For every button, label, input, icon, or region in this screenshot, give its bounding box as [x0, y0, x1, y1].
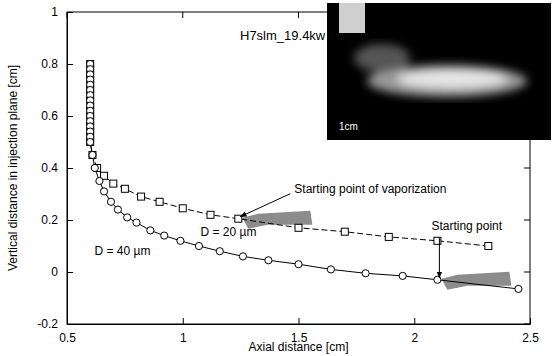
series-label: D = 40 µm — [95, 244, 151, 258]
x-axis-line — [68, 324, 531, 325]
y-tick-mark — [67, 272, 73, 273]
annotation-arrow — [240, 194, 290, 217]
data-point — [399, 272, 406, 279]
x-tick-label: 0.5 — [59, 331, 76, 345]
chart-title: H7slm_19.4kw — [240, 28, 326, 43]
data-point — [133, 219, 140, 226]
vaporization-regions — [242, 211, 511, 290]
data-point — [177, 237, 184, 244]
y-tick-mark — [67, 64, 73, 65]
series-label: D = 20 µm — [201, 225, 257, 239]
data-point — [107, 198, 114, 205]
data-point — [96, 177, 103, 184]
data-point — [156, 198, 163, 205]
y-tick-mark-right — [524, 220, 530, 221]
y-tick: 0.4 — [41, 161, 73, 175]
x-tick-mark — [299, 318, 300, 324]
y-tick: 0.6 — [41, 109, 73, 123]
data-point — [89, 151, 96, 158]
x-tick-mark-top — [298, 12, 299, 18]
plume-spray — [354, 44, 410, 72]
y-tick-mark-right — [524, 168, 530, 169]
annotation-arrow — [439, 238, 440, 278]
y-tick-mark-right — [524, 324, 530, 325]
data-point — [179, 205, 186, 212]
y-tick-label: 0.4 — [41, 161, 58, 175]
y-tick-mark — [67, 168, 73, 169]
x-tick-mark-top — [182, 12, 183, 18]
data-point — [147, 227, 154, 234]
y-tick: -0.2 — [37, 317, 73, 331]
y-tick-label: 0 — [51, 265, 58, 279]
data-point — [100, 188, 107, 195]
data-point — [138, 193, 145, 200]
x-tick: 1 — [180, 318, 187, 345]
data-point — [207, 211, 214, 218]
y-tick-label: -0.2 — [37, 317, 58, 331]
y-tick: 0.2 — [41, 213, 73, 227]
data-point — [362, 270, 369, 277]
data-point — [385, 233, 392, 240]
y-tick: 1 — [51, 5, 73, 19]
y-tick-label: 0.8 — [41, 57, 58, 71]
x-tick-mark — [414, 318, 415, 324]
data-point — [295, 224, 302, 231]
inset-label: 1cm — [339, 121, 358, 132]
data-point — [89, 152, 96, 159]
plot-area — [87, 60, 522, 292]
y-axis-title: Vertical distance in injection plane [cm… — [6, 65, 20, 271]
series-line — [90, 64, 518, 289]
y-tick-label: 0.2 — [41, 213, 58, 227]
data-point — [91, 164, 98, 171]
inset-photo: 1cm — [327, 3, 551, 140]
y-tick: 0.8 — [41, 57, 73, 71]
y-tick: 0 — [51, 265, 73, 279]
y-tick-mark-right — [524, 272, 530, 273]
data-point — [110, 180, 117, 187]
plume-core — [397, 70, 507, 88]
inset-background — [327, 3, 551, 140]
x-tick: 2 — [411, 318, 418, 345]
data-point — [295, 261, 302, 268]
y-tick-mark — [67, 12, 73, 13]
chart: 0.511.522.5-0.200.20.40.60.81Axial dista… — [0, 0, 557, 356]
y-tick-mark — [67, 220, 73, 221]
x-tick-mark-top — [67, 12, 68, 18]
x-tick-label: 2.5 — [522, 331, 539, 345]
x-tick: 2.5 — [522, 318, 539, 345]
y-tick-mark — [67, 116, 73, 117]
data-point — [114, 206, 121, 213]
x-tick-mark — [183, 318, 184, 324]
data-point — [161, 232, 168, 239]
data-point — [327, 266, 334, 273]
data-point — [239, 253, 246, 260]
data-point — [485, 243, 492, 250]
data-point — [124, 214, 131, 221]
data-point — [87, 139, 94, 146]
x-tick-mark — [530, 318, 531, 324]
y-axis: -0.2 0 0.2 0.4 0.6 0.8 1 — [37, 5, 73, 331]
y-tick-mark — [67, 324, 73, 325]
y-tick-label: 0.6 — [41, 109, 58, 123]
injector — [339, 3, 365, 33]
data-point — [87, 138, 94, 145]
data-point — [515, 285, 522, 292]
data-point — [195, 242, 202, 249]
x-tick-label: 1 — [180, 331, 187, 345]
annotation-text: Starting point of vaporization — [294, 182, 446, 196]
y-tick-label: 1 — [51, 5, 58, 19]
data-point — [265, 257, 272, 264]
x-tick-label: 2 — [411, 331, 418, 345]
annotation-text: Starting point — [431, 219, 502, 233]
data-point — [121, 185, 128, 192]
data-point — [341, 228, 348, 235]
data-point — [434, 276, 441, 283]
x-axis-title: Axial distance [cm] — [248, 340, 348, 354]
series-line — [90, 64, 488, 246]
data-point — [216, 248, 223, 255]
